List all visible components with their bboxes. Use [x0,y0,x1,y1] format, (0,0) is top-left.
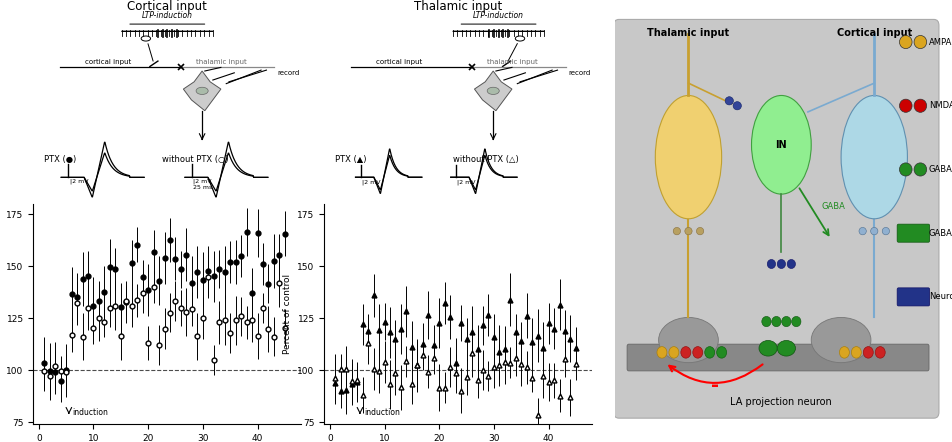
Text: GABAᴮ: GABAᴮ [929,229,952,238]
Ellipse shape [900,163,912,176]
Text: without PTX (△): without PTX (△) [453,155,519,164]
Ellipse shape [762,316,771,327]
Ellipse shape [859,228,866,235]
Ellipse shape [914,35,926,49]
FancyBboxPatch shape [897,224,930,242]
Ellipse shape [515,36,525,41]
Text: PTX (▲): PTX (▲) [335,155,367,164]
Ellipse shape [851,347,862,358]
Ellipse shape [196,87,208,95]
Ellipse shape [657,347,667,358]
Text: record: record [277,70,299,76]
Ellipse shape [759,340,777,356]
Text: GABAₐ: GABAₐ [929,165,952,174]
Text: cortical input: cortical input [86,59,131,65]
Text: LTP-induction: LTP-induction [473,11,524,20]
Text: |2 mV: |2 mV [69,179,88,184]
FancyBboxPatch shape [897,288,930,306]
Text: thalamic input: thalamic input [195,59,247,65]
Text: cortical input: cortical input [376,59,423,65]
Ellipse shape [777,340,796,356]
Text: PTX (●): PTX (●) [44,155,76,164]
Ellipse shape [693,347,703,358]
Text: induction: induction [72,408,109,417]
Ellipse shape [697,228,704,235]
Ellipse shape [787,259,796,269]
Ellipse shape [871,228,878,235]
Text: thalamic input: thalamic input [486,59,537,65]
FancyBboxPatch shape [627,344,929,371]
Text: IN: IN [776,140,787,150]
Ellipse shape [141,36,150,41]
Text: |2 mV: |2 mV [457,179,476,185]
Text: AMPA: AMPA [929,38,952,46]
Ellipse shape [841,95,907,219]
Ellipse shape [875,347,885,358]
Ellipse shape [792,316,801,327]
Text: without PTX (○): without PTX (○) [162,155,228,164]
Ellipse shape [751,95,811,194]
Ellipse shape [767,259,776,269]
Ellipse shape [659,317,719,362]
Text: LTP-induction: LTP-induction [142,11,193,20]
Ellipse shape [772,316,781,327]
Ellipse shape [914,163,926,176]
Ellipse shape [733,102,742,110]
Ellipse shape [883,228,889,235]
Text: Thalamic input: Thalamic input [647,28,729,38]
Ellipse shape [863,347,873,358]
Text: LA projection neuron: LA projection neuron [730,397,832,407]
Ellipse shape [681,347,691,358]
Title: Thalamic input: Thalamic input [414,0,503,13]
Ellipse shape [704,347,715,358]
Polygon shape [474,71,512,110]
Ellipse shape [900,99,912,112]
Y-axis label: Percent of control: Percent of control [283,274,292,354]
Ellipse shape [684,228,692,235]
Ellipse shape [900,35,912,49]
Polygon shape [184,71,221,110]
Ellipse shape [777,259,785,269]
Text: Neuromodulatory: Neuromodulatory [929,293,952,301]
Ellipse shape [914,99,926,112]
Text: Cortical input: Cortical input [837,28,912,38]
Ellipse shape [811,317,871,362]
Text: GABA: GABA [822,202,845,211]
Text: |2 mV
25 ms: |2 mV 25 ms [193,179,212,191]
Ellipse shape [717,347,726,358]
Ellipse shape [673,228,681,235]
Ellipse shape [782,316,791,327]
FancyBboxPatch shape [614,19,939,418]
Ellipse shape [840,347,849,358]
Ellipse shape [655,95,722,219]
Ellipse shape [487,87,499,95]
Ellipse shape [669,347,679,358]
Text: -: - [711,376,719,395]
Text: NMDA: NMDA [929,101,952,110]
Title: Cortical input: Cortical input [128,0,208,13]
Text: record: record [568,70,590,76]
Ellipse shape [725,97,733,105]
Text: |2 mV: |2 mV [362,179,381,185]
Text: induction: induction [364,408,400,417]
